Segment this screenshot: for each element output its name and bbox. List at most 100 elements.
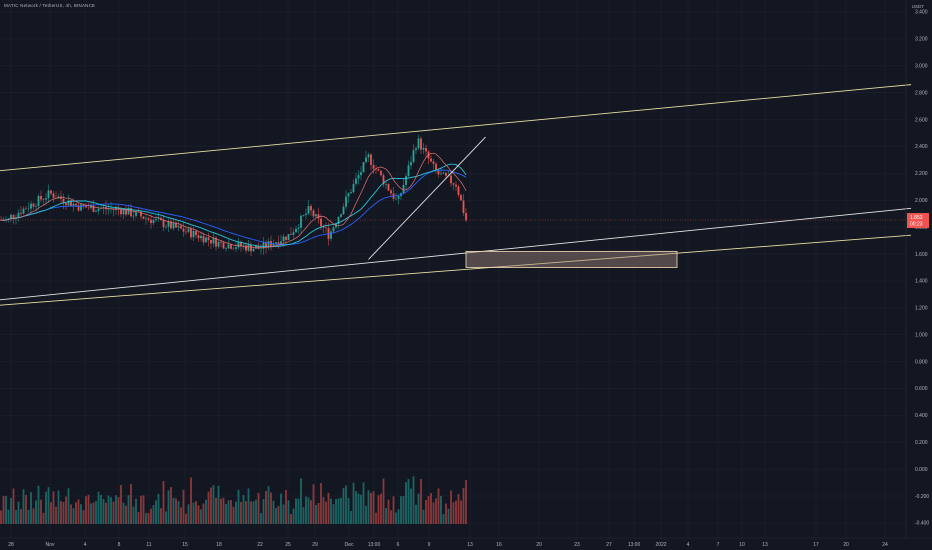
price-tick-label: 3.400 [915,10,928,16]
candle-body [455,184,457,187]
candle-body [340,214,342,218]
price-tick-label: 2.400 [915,144,928,150]
volume-bar [245,501,247,524]
volume-bar [397,509,400,524]
volume-bar [450,490,452,524]
candle-body [410,162,412,166]
candle-body [25,208,27,210]
volume-bar [200,509,202,524]
time-tick-label: 7 [717,542,720,548]
volume-bar [265,490,267,524]
volume-bar [355,491,357,524]
candle-body [350,192,352,194]
volume-bar [425,499,427,524]
candle-body [272,243,275,247]
time-tick-label: 13:00 [628,542,641,548]
volume-bar [352,482,355,524]
candle-body [297,227,300,229]
candle-body [365,157,367,163]
candle-body [82,204,85,207]
candle-body [67,200,70,206]
candle-body [257,246,260,250]
price-axis[interactable]: 3.400 3.200 3.000 2.800 2.600 2.400 2.200 2.000… [905,0,929,539]
volume-bar [315,505,317,524]
candle-body [312,210,315,217]
candle-body [197,235,200,239]
candle-body [390,190,392,194]
price-tick-label: 1.400 [915,279,928,285]
volume-bar [462,487,465,524]
drawings[interactable] [0,84,912,306]
candle-body [185,231,187,233]
volume-bar [60,501,62,524]
volume-bar [460,500,462,524]
volume-bar [62,501,65,524]
volume-bar [372,491,375,524]
candle-body [130,208,132,217]
candle-body [457,186,460,195]
candle-body [160,218,162,221]
candle-body [237,242,240,248]
candle-body [442,172,445,174]
volume-bar [257,492,260,524]
price-tick-label: 0.400 [915,413,928,419]
time-tick-label: Nov [46,542,55,548]
volume-bar [427,495,430,524]
candle-body [157,218,160,220]
candle-body [97,208,100,212]
volume-bar [292,508,295,524]
volume-bar [80,504,82,524]
volume-bar [272,500,275,524]
volume-bar [377,495,380,524]
candle-body [395,198,397,200]
volume-bar [370,492,372,524]
last-price-countdown: 00:23 [910,222,923,228]
volume-bar [255,499,257,524]
volume-bar [365,505,367,524]
candle-body [367,154,370,158]
volume-bar [275,507,277,524]
candle-body [35,206,37,207]
volume-bar [307,497,310,524]
candle-body [465,212,467,221]
candle-body [252,248,255,252]
volume-bar [252,501,255,524]
candle-body [140,211,142,217]
volume-bar [72,508,75,524]
volume-bar [422,509,425,524]
candle-body [402,184,405,194]
candle-body [417,138,420,149]
candle-body [145,218,147,219]
volume-bar [350,511,352,524]
candle-body [222,242,225,249]
volume-bar [117,497,120,524]
volume-bar [380,493,382,524]
volume-bar [400,496,402,524]
candle-body [435,163,437,171]
volume-bar [262,499,265,524]
volume-bar [317,503,320,524]
volume-bar [67,488,70,524]
candle-body [437,170,440,175]
price-tick-label: 3.000 [915,63,928,69]
volume-bar [192,502,195,524]
candle-body [30,203,32,209]
volume-bar [182,489,185,524]
candle-body [282,236,285,242]
time-axis[interactable]: 28 Nov 4 8 11 15 18 22 25 29 Dec 13:00 6 9 13 16 20 23 27 1… [0,537,932,548]
candle-body [150,219,152,224]
price-tick-label: -0.400 [915,521,929,527]
candle-body [180,225,182,229]
volume-bar [172,497,175,524]
candle-body [167,221,170,227]
candle-body [225,248,227,249]
volume-bar [12,488,15,524]
candle-body [217,241,220,247]
rising-wedge-line [368,136,486,260]
volume-bar [187,504,190,524]
candle-body [305,213,307,215]
volume-bar [247,488,250,524]
candle-body [372,164,375,169]
volume-bar [2,495,5,524]
